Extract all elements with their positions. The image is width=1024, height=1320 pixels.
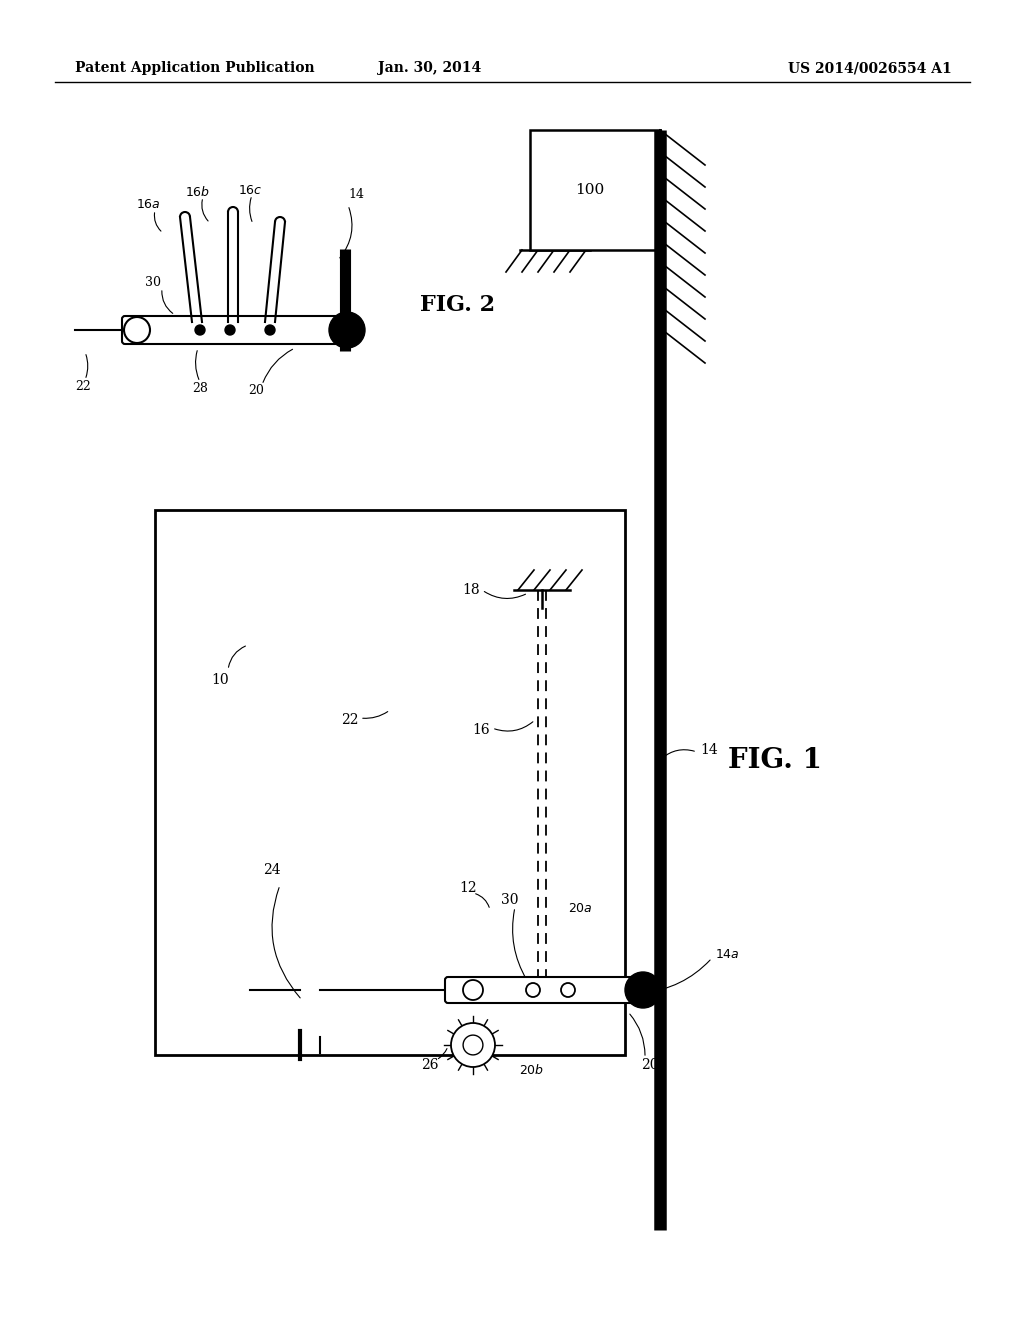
Text: 20: 20 xyxy=(248,384,264,396)
Circle shape xyxy=(124,317,150,343)
Text: $16c$: $16c$ xyxy=(238,183,262,197)
Text: 28: 28 xyxy=(193,381,208,395)
Circle shape xyxy=(561,983,575,997)
Circle shape xyxy=(463,1035,483,1055)
Circle shape xyxy=(451,1023,495,1067)
Text: $16a$: $16a$ xyxy=(135,198,161,211)
Text: 26: 26 xyxy=(421,1059,438,1072)
Circle shape xyxy=(225,325,234,335)
Text: 18: 18 xyxy=(463,583,480,597)
Text: 10: 10 xyxy=(211,673,228,686)
Text: FIG. 2: FIG. 2 xyxy=(420,294,496,315)
Circle shape xyxy=(463,979,483,1001)
Circle shape xyxy=(195,325,205,335)
Text: 30: 30 xyxy=(502,894,519,907)
Text: 22: 22 xyxy=(341,713,358,727)
Text: 16: 16 xyxy=(472,723,490,737)
Text: 14: 14 xyxy=(700,743,718,756)
Text: US 2014/0026554 A1: US 2014/0026554 A1 xyxy=(788,61,952,75)
Text: Jan. 30, 2014: Jan. 30, 2014 xyxy=(379,61,481,75)
Text: 24: 24 xyxy=(263,863,281,876)
Text: Patent Application Publication: Patent Application Publication xyxy=(75,61,314,75)
Text: $20a$: $20a$ xyxy=(567,902,592,915)
Circle shape xyxy=(526,983,540,997)
Text: $20b$: $20b$ xyxy=(519,1063,545,1077)
Text: 12: 12 xyxy=(459,880,477,895)
Text: 100: 100 xyxy=(575,183,604,197)
Bar xyxy=(155,510,625,1055)
Text: 22: 22 xyxy=(75,380,91,393)
Circle shape xyxy=(329,312,365,348)
Circle shape xyxy=(265,325,275,335)
Text: 20: 20 xyxy=(641,1059,658,1072)
FancyBboxPatch shape xyxy=(122,315,358,345)
Bar xyxy=(530,129,660,249)
Text: $14a$: $14a$ xyxy=(715,949,739,961)
Circle shape xyxy=(625,972,662,1008)
FancyBboxPatch shape xyxy=(445,977,651,1003)
Text: 30: 30 xyxy=(145,276,161,289)
Text: FIG. 1: FIG. 1 xyxy=(728,747,822,774)
Text: $16b$: $16b$ xyxy=(185,185,211,199)
Text: 14: 14 xyxy=(348,189,364,202)
